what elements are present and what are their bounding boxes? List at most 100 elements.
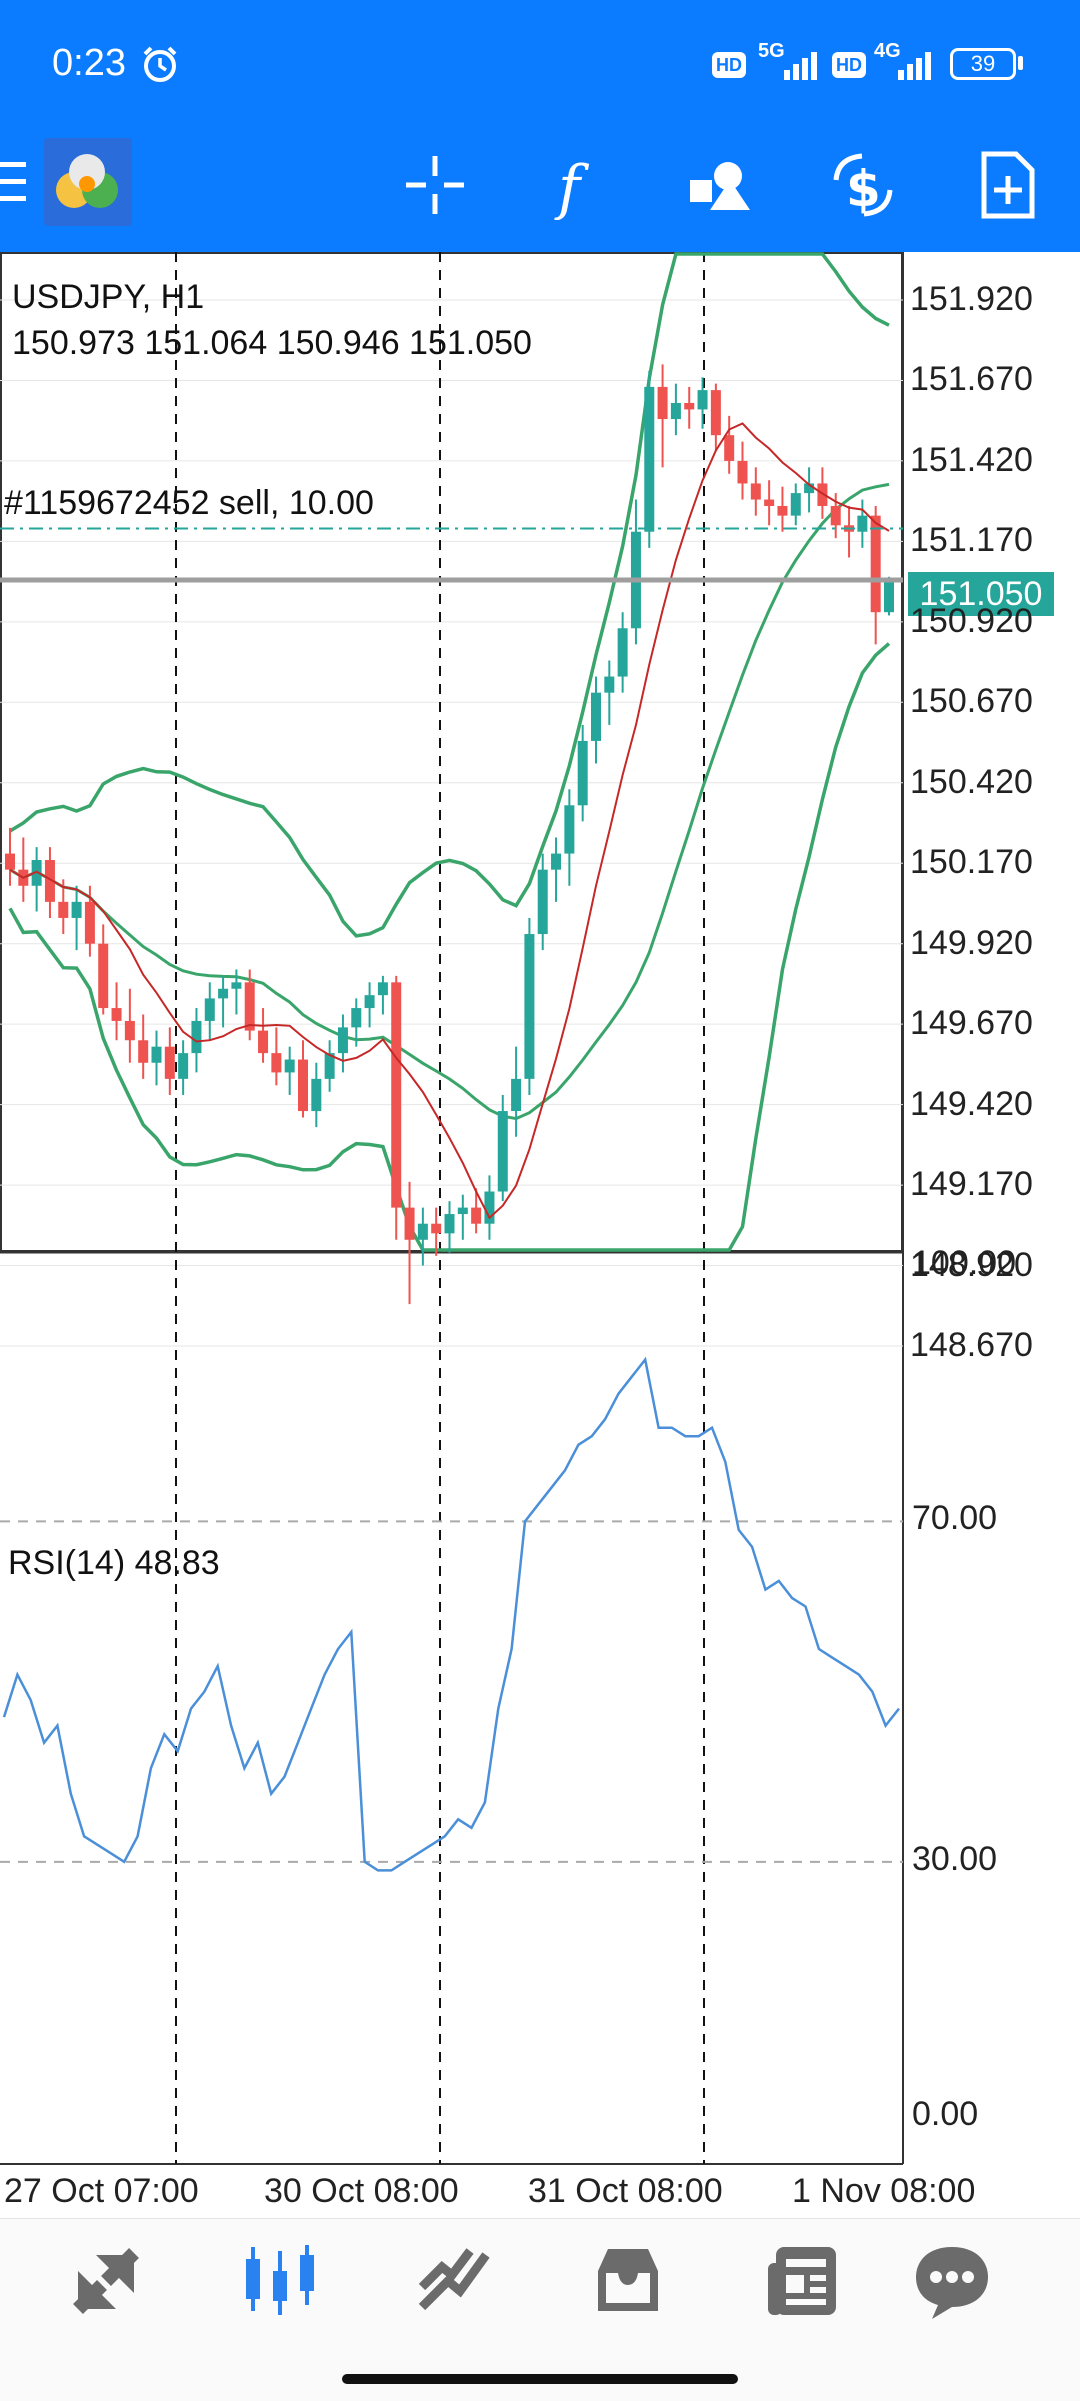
price-axis-label: 149.170 [910,1165,1033,1204]
battery-level: 39 [970,51,996,76]
bollinger-middle-line [9,482,890,1121]
rsi-axis-label: 0.00 [912,2095,979,2134]
top-app-bar: 0:23 HD 5G HD 4G 39 f [0,0,1080,252]
candle-body [511,1078,522,1112]
candle-body [764,499,775,506]
candle-body [564,805,575,854]
rsi-axis-label: 30.00 [912,1839,998,1878]
candle-body [431,1223,442,1234]
status-time: 0:23 [52,42,126,84]
candle-body [657,386,668,420]
price-chart[interactable] [0,252,1080,2218]
candle-body [777,505,788,516]
candle-body [191,1020,202,1054]
menu-icon[interactable] [0,160,70,230]
candle-body [284,1059,295,1073]
new-order-icon[interactable] [972,150,1042,220]
price-pane-frame [0,252,903,1252]
signal-icon-2 [898,52,931,80]
svg-text:$: $ [846,160,881,218]
price-axis-label: 149.920 [910,923,1033,962]
price-axis-label: 149.670 [910,1004,1033,1043]
chart-area[interactable]: USDJPY, H1 150.973 151.064 150.946 151.0… [0,252,1080,2218]
app-logo[interactable] [44,138,132,226]
trade-tab-icon[interactable] [414,2241,494,2321]
candle-body [417,1223,428,1240]
candle-body [710,390,721,436]
bottom-navigation [0,2218,1080,2401]
candle-body [737,460,748,484]
history-tab-icon[interactable] [588,2241,668,2321]
candle-body [537,869,548,935]
indicators-icon[interactable]: f [544,150,614,220]
candle-body [71,901,82,918]
rsi-label: RSI(14) 48.83 [8,1544,220,1582]
candle-body [604,676,615,693]
candle-body [84,901,95,944]
news-tab-icon[interactable] [762,2241,842,2321]
hd-badge-2: HD [832,52,866,78]
network-5g: 5G [758,40,785,62]
candle-body [351,1008,362,1028]
objects-icon[interactable] [686,150,756,220]
candle-body [484,1191,495,1224]
candle-body [5,853,15,870]
chart-tab-icon[interactable] [240,2241,320,2321]
hd-badge-1: HD [712,52,746,78]
candle-body [497,1111,508,1192]
candle-body [337,1027,348,1054]
quotes-icon[interactable] [66,2241,146,2321]
candle-body [164,1046,175,1079]
time-axis-label: 27 Oct 07:00 [4,2172,199,2210]
price-axis-label: 151.420 [910,440,1033,479]
svg-text:f: f [554,153,590,220]
messages-tab-icon[interactable] [912,2241,992,2321]
candle-body [311,1078,322,1112]
candle-body [377,982,388,996]
candle-body [231,982,242,989]
candle-body [591,692,601,741]
price-axis-label: 150.170 [910,843,1033,882]
candle-body [258,1030,269,1054]
candle-body [58,901,69,918]
ohlc-label: 150.973 151.064 150.946 151.050 [12,324,532,362]
time-axis-label: 1 Nov 08:00 [792,2172,976,2210]
alarm-icon [143,46,177,82]
price-axis-label: 151.170 [910,521,1033,560]
candle-body [857,515,868,532]
price-axis-label: 151.920 [910,280,1033,318]
network-4g: 4G [874,40,901,62]
price-axis-label: 148.920 [910,1245,1033,1284]
candle-body [697,390,708,410]
candle-body [870,515,881,613]
bollinger-upper-line [9,252,890,938]
candle-body [444,1214,455,1234]
trade-icon[interactable]: $ [828,150,898,220]
metatrader-logo-icon [56,154,118,208]
candle-body [204,998,215,1021]
candle-body [551,853,562,870]
candle-body [178,1053,189,1079]
signal-icon-1 [784,52,817,80]
current-price-value: 151.050 [919,575,1043,613]
home-indicator[interactable] [342,2374,738,2384]
candle-body [324,1053,335,1079]
order-label[interactable]: #1159672452 sell, 10.00 [4,484,374,522]
rsi-axis-label: 70.00 [912,1499,998,1538]
candle-body [404,1207,415,1240]
candle-body [218,988,229,999]
candle-body [124,1020,135,1041]
price-axis-label: 150.670 [910,682,1033,721]
crosshair-icon[interactable] [400,150,470,220]
candle-body [790,493,801,516]
candle-body [830,505,841,526]
symbol-label: USDJPY, H1 [12,278,205,316]
candle-body [457,1207,468,1215]
candle-body [577,740,588,806]
price-axis-label: 148.670 [910,1326,1033,1364]
battery-tip [1018,56,1023,70]
candle-body [724,435,735,461]
price-axis-label: 150.420 [910,762,1033,801]
candle-body [750,483,761,500]
battery-icon: 39 [950,48,1016,80]
